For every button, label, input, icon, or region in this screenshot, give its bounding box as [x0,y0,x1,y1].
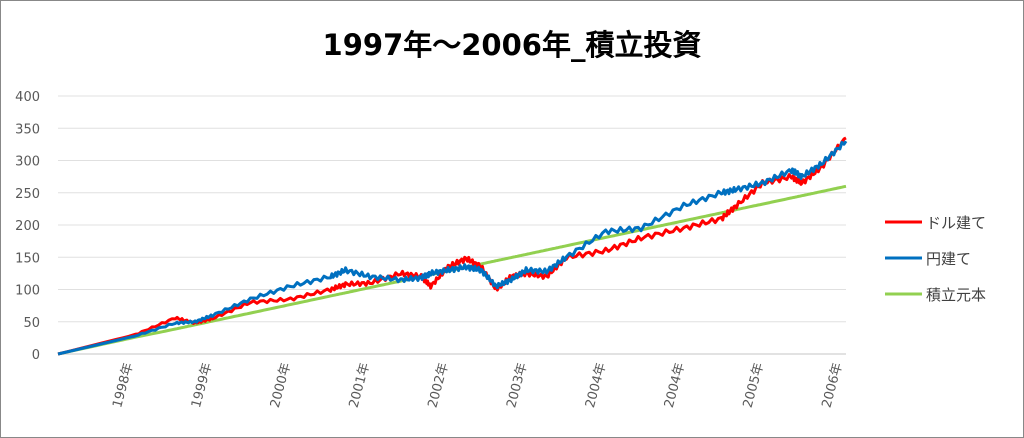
x-tick-label: 2000年 [268,361,294,409]
x-tick-label: 2001年 [347,361,373,409]
series-line-1 [57,140,848,356]
legend-label: 積立元本 [926,286,986,304]
chart-title: 1997年～2006年_積立投資 [322,28,702,62]
x-tick-label: 1998年 [110,361,136,409]
x-tick-label: 2005年 [741,361,767,409]
x-tick-label: 2004年 [583,361,609,409]
legend-label: 円建て [926,250,971,268]
x-tick-label: 2002年 [425,361,451,409]
series-line-2 [57,184,847,356]
x-tick-label: 2003年 [504,361,530,409]
legend-label: ドル建て [926,214,986,232]
y-tick-label: 250 [15,187,40,202]
y-tick-label: 100 [15,284,40,299]
y-tick-label: 150 [15,251,40,266]
x-tick-label: 2004年 [662,361,688,409]
x-tick-label: 2006年 [819,361,845,409]
y-tick-label: 350 [15,122,40,137]
y-tick-label: 300 [15,155,40,170]
x-tick-label: 1999年 [189,361,215,409]
y-tick-label: 0 [32,348,40,363]
y-tick-label: 400 [15,90,40,105]
y-tick-label: 50 [23,316,40,331]
y-tick-label: 200 [15,219,40,234]
